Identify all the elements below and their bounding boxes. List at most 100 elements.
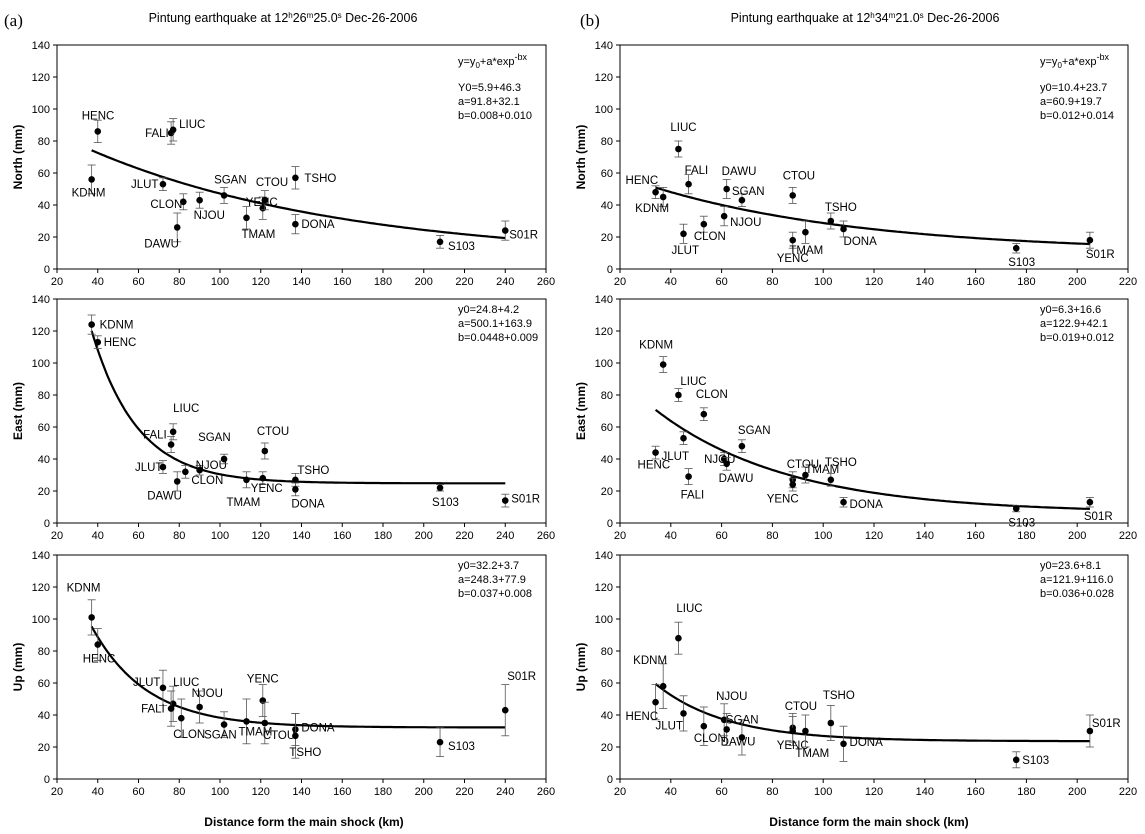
- data-point: [675, 634, 682, 642]
- x-tick-label: 60: [132, 276, 144, 288]
- y-tick-label: 0: [44, 518, 50, 530]
- right-x-axis-label: Distance form the main shock (km): [769, 815, 968, 829]
- fit-parameter: Y0=5.9+46.3: [458, 82, 521, 94]
- data-point: [652, 188, 659, 196]
- station-label: YENC: [767, 494, 799, 506]
- data-point: [700, 220, 708, 228]
- station-henc: HENC: [638, 445, 670, 472]
- station-label: CTOU: [257, 426, 289, 438]
- x-tick-label: 20: [51, 530, 63, 542]
- y-tick-label: 0: [44, 264, 50, 276]
- station-label: NJOU: [192, 688, 223, 700]
- panel-a-north: 20 40 60 80 100 120 140 160 180 200 220 240 26002040…: [11, 40, 555, 288]
- y-tick-label: 60: [601, 678, 613, 690]
- station-label: S103: [448, 741, 475, 753]
- station-dona: DONA: [291, 482, 325, 510]
- data-point: [94, 641, 102, 648]
- station-label: TSHO: [289, 747, 321, 759]
- station-label: DONA: [301, 722, 335, 734]
- station-label: NJOU: [730, 217, 761, 229]
- y-tick-label: 20: [38, 232, 50, 244]
- station-henc: HENC: [82, 110, 115, 144]
- x-tick-label: 80: [766, 786, 778, 798]
- panel-a-east: 20 40 60 80 100 120 140 160 180 200 220 240 26002040…: [11, 294, 555, 542]
- station-label: NJOU: [194, 210, 225, 222]
- x-tick-label: 200: [415, 786, 433, 798]
- data-point: [243, 476, 250, 484]
- station-label: S103: [448, 241, 475, 253]
- y-tick-label: 20: [38, 742, 50, 754]
- y-tick-label: 100: [32, 614, 50, 626]
- station-label: SGAN: [204, 730, 237, 742]
- station-label: CTOU: [787, 459, 819, 471]
- x-tick-label: 200: [415, 276, 433, 288]
- x-tick-label: 200: [415, 530, 433, 542]
- fit-parameter: b=0.008+0.010: [458, 110, 532, 122]
- station-dawu: DAWU: [144, 212, 182, 250]
- x-tick-label: 100: [814, 276, 832, 288]
- station-label: YENC: [777, 253, 809, 265]
- y-axis-label: North (mm): [11, 125, 25, 190]
- station-label: S103: [432, 497, 459, 509]
- right-title: Pintung earthquake at 12h34m21.0s Dec-26…: [731, 11, 1000, 25]
- x-tick-label: 120: [865, 530, 883, 542]
- station-henc: HENC: [83, 628, 116, 666]
- y-tick-label: 40: [601, 200, 613, 212]
- x-tick-label: 40: [92, 530, 104, 542]
- station-s103: S103: [432, 484, 459, 509]
- x-tick-label: 180: [374, 530, 392, 542]
- x-tick-label: 140: [292, 786, 310, 798]
- station-yenc: YENC: [777, 716, 809, 752]
- station-label: KDNM: [72, 187, 106, 199]
- data-point: [675, 145, 682, 153]
- station-clon: CLON: [150, 193, 188, 211]
- y-tick-label: 140: [32, 40, 50, 52]
- station-label: HENC: [83, 654, 116, 666]
- station-njou: NJOU: [716, 691, 747, 737]
- station-label: HENC: [82, 110, 115, 122]
- data-point: [261, 447, 269, 455]
- station-tsho: TSHO: [823, 690, 855, 741]
- x-tick-label: 20: [51, 786, 63, 798]
- y-tick-label: 40: [38, 200, 50, 212]
- station-fali: FALI: [143, 430, 176, 454]
- y-tick-label: 100: [595, 614, 613, 626]
- x-tick-label: 260: [537, 786, 555, 798]
- y-axis-label: Up (mm): [574, 643, 588, 692]
- data-point: [802, 228, 809, 236]
- x-tick-label: 180: [1017, 530, 1035, 542]
- data-point: [501, 497, 509, 504]
- x-tick-label: 160: [333, 786, 351, 798]
- data-point: [789, 236, 797, 244]
- data-point: [292, 476, 299, 484]
- panel-b-up: 20 40 60 80 100 120 140 160 180 200 22002040608010…: [574, 550, 1137, 798]
- station-sgan: SGAN: [737, 425, 771, 454]
- data-point: [789, 481, 797, 488]
- data-point: [159, 684, 167, 692]
- y-tick-label: 40: [38, 454, 50, 466]
- station-label: S01R: [1086, 249, 1115, 261]
- station-label: LIUC: [670, 122, 696, 134]
- x-tick-label: 100: [211, 530, 229, 542]
- x-tick-label: 200: [1068, 530, 1086, 542]
- x-tick-label: 80: [173, 276, 185, 288]
- fit-curve: [90, 625, 506, 729]
- data-point: [501, 227, 509, 234]
- station-label: TSHO: [825, 457, 857, 469]
- station-ctou: CTOU: [260, 701, 295, 745]
- station-label: HENC: [104, 337, 137, 349]
- panel-a-up: 20 40 60 80 100 120 140 160 180 200 220 240 26002040…: [11, 550, 555, 798]
- panel-b-east: 20 40 60 80 100 120 140 160 180 200 22002040608010…: [574, 294, 1137, 542]
- station-tsho: TSHO: [825, 202, 857, 230]
- data-point: [261, 719, 269, 727]
- x-tick-label: 200: [1068, 276, 1086, 288]
- station-label: JLUT: [672, 245, 699, 257]
- station-sgan: SGAN: [204, 711, 237, 742]
- x-tick-label: 260: [537, 530, 555, 542]
- x-tick-label: 140: [916, 530, 934, 542]
- station-clon: CLON: [173, 698, 205, 741]
- data-point: [659, 682, 667, 690]
- station-s01r: S01R: [501, 494, 540, 508]
- data-point: [196, 196, 203, 204]
